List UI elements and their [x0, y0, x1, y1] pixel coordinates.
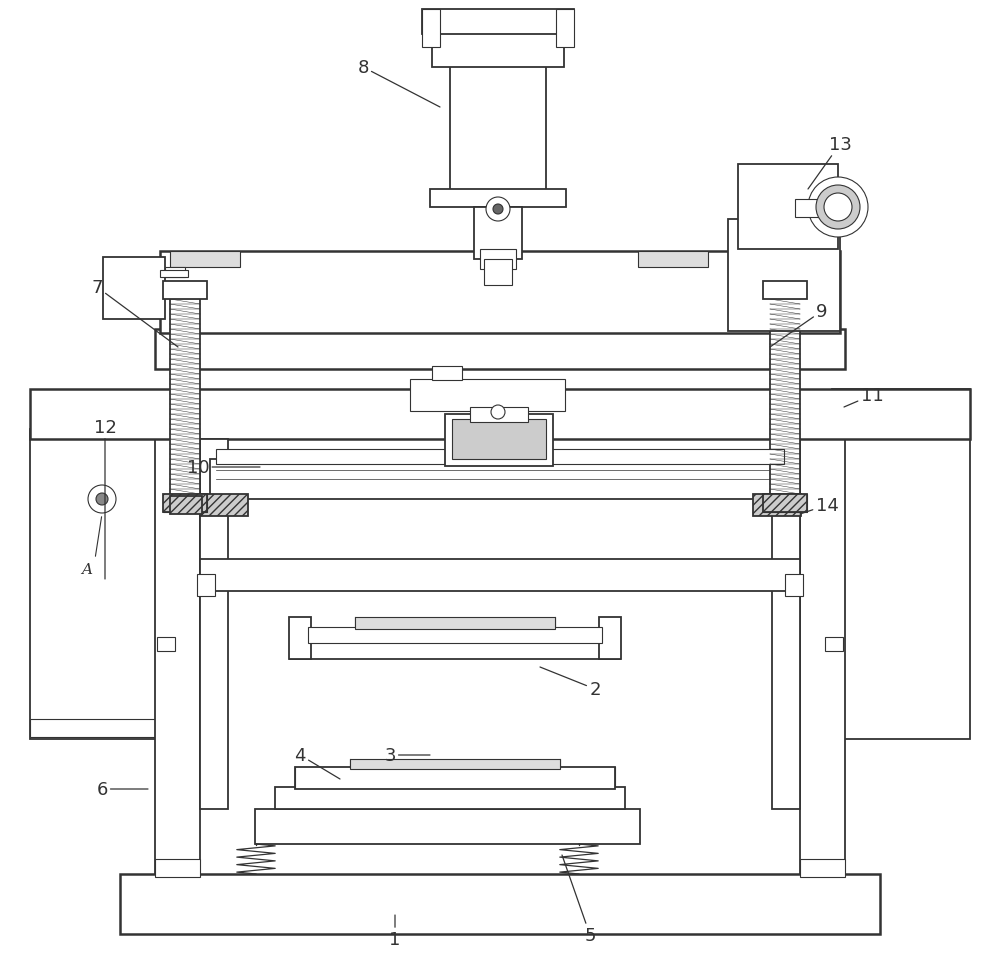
Bar	[30, 720, 168, 738]
Bar	[103, 257, 165, 319]
Bar	[763, 495, 807, 513]
Bar	[170, 497, 202, 515]
Circle shape	[493, 205, 503, 214]
Bar	[832, 390, 970, 740]
Bar	[295, 767, 615, 789]
Bar	[422, 10, 440, 48]
Circle shape	[824, 193, 852, 222]
Bar	[155, 859, 200, 877]
Bar	[30, 390, 970, 439]
Bar	[432, 367, 462, 380]
Bar	[556, 10, 574, 48]
Bar	[825, 638, 843, 651]
Bar	[770, 294, 800, 499]
Text: 14: 14	[800, 497, 838, 515]
Text: 3: 3	[384, 746, 430, 764]
Text: A: A	[82, 562, 93, 577]
Bar	[430, 190, 566, 208]
Text: 6: 6	[96, 781, 148, 799]
Bar	[30, 430, 168, 740]
Bar	[165, 268, 185, 277]
Bar	[638, 252, 708, 268]
Text: 7: 7	[91, 278, 178, 348]
Bar	[450, 65, 546, 194]
Circle shape	[808, 178, 868, 237]
Text: 11: 11	[844, 387, 883, 408]
Bar	[772, 439, 800, 809]
Bar	[163, 495, 207, 513]
Bar	[163, 282, 207, 299]
Bar	[480, 250, 516, 270]
Bar	[599, 618, 621, 659]
Bar	[200, 439, 228, 809]
Bar	[753, 495, 801, 517]
Circle shape	[816, 186, 860, 230]
Bar	[308, 627, 602, 643]
Bar	[785, 575, 803, 597]
Bar	[474, 208, 522, 260]
Bar	[170, 252, 240, 268]
Bar	[289, 618, 311, 659]
Circle shape	[88, 485, 116, 514]
Bar	[422, 10, 574, 35]
Text: 4: 4	[294, 746, 340, 780]
Bar	[484, 260, 512, 286]
Bar	[350, 760, 560, 769]
Bar	[763, 282, 807, 299]
Bar	[800, 430, 845, 874]
Bar	[160, 271, 188, 277]
Bar	[200, 559, 800, 592]
Text: 2: 2	[540, 667, 601, 699]
Text: 5: 5	[562, 855, 596, 944]
Circle shape	[96, 494, 108, 505]
Bar	[157, 638, 175, 651]
Bar	[738, 165, 838, 250]
Bar	[255, 809, 640, 844]
Bar	[432, 32, 564, 68]
Bar	[155, 330, 845, 370]
Bar	[200, 495, 248, 517]
Bar	[355, 618, 555, 629]
Text: 1: 1	[389, 915, 401, 948]
Circle shape	[491, 406, 505, 419]
Bar	[163, 495, 207, 513]
Bar	[160, 252, 840, 334]
Circle shape	[486, 198, 510, 222]
Bar	[800, 859, 845, 877]
Bar	[728, 220, 840, 332]
Bar	[290, 638, 620, 659]
Text: 12: 12	[94, 418, 116, 579]
Bar	[445, 415, 553, 467]
Bar	[470, 408, 528, 422]
Bar	[795, 200, 840, 218]
Text: 13: 13	[808, 136, 851, 190]
Bar	[155, 430, 200, 874]
Bar	[275, 787, 625, 809]
Bar	[120, 874, 880, 934]
Bar	[197, 575, 215, 597]
Bar	[763, 495, 807, 513]
Bar	[216, 450, 784, 464]
Bar	[210, 459, 790, 499]
Bar	[452, 419, 546, 459]
Bar	[170, 294, 200, 499]
Bar	[410, 379, 565, 412]
Text: 8: 8	[357, 59, 440, 108]
Text: 9: 9	[770, 303, 828, 348]
Text: 10: 10	[187, 458, 260, 476]
